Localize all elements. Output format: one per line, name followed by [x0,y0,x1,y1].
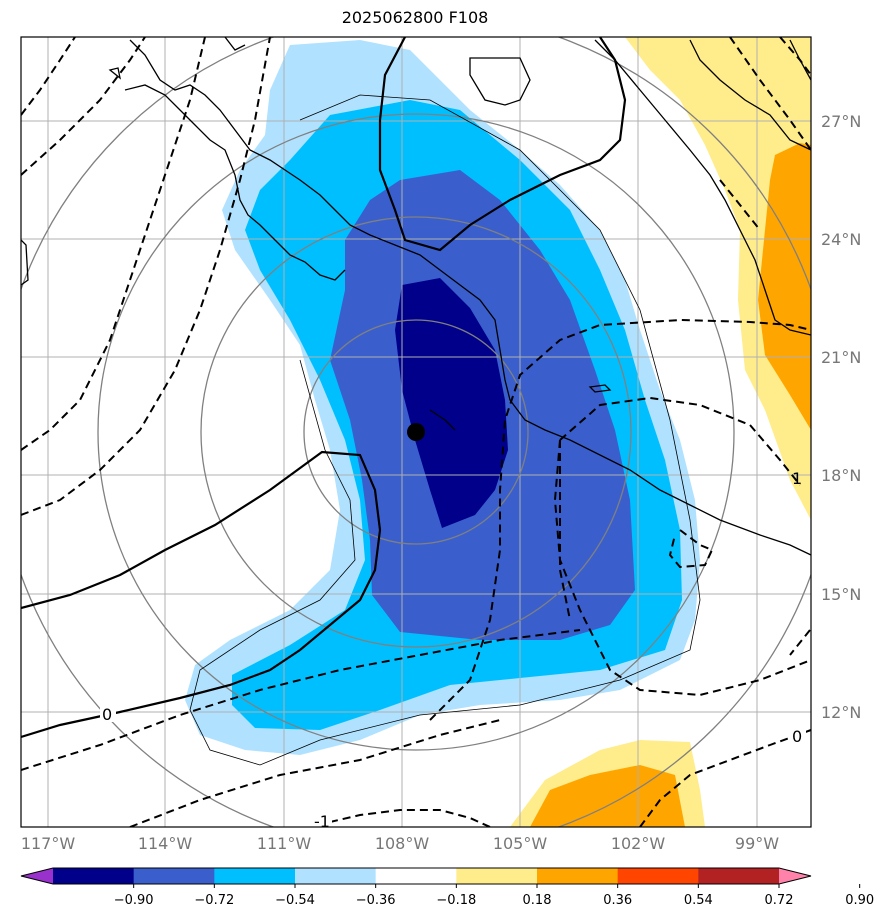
contour-label-zero-west: 0 [102,705,112,724]
colorbar-tick-label: −0.18 [436,893,476,908]
colorbar: −0.90 −0.72 −0.54 −0.36 −0.18 0.18 0.36 0.54 0.7… [21,868,874,908]
colorbar-tick-label: 0.18 [523,893,552,908]
colorbar-tick-label: −0.72 [194,893,234,908]
colorbar-segment [53,868,134,884]
lat-label-21n: 21°N [821,348,861,367]
colorbar-segment [698,868,779,884]
colorbar-segment [537,868,618,884]
storm-center-marker [407,423,425,441]
lat-label-12n: 12°N [821,703,861,722]
colorbar-tick-label: 0.36 [603,893,632,908]
shade-orange-s [530,765,685,827]
lon-label-102w: 102°W [611,834,666,853]
colorbar-segment [134,868,215,884]
lon-label-114w: 114°W [138,834,193,853]
lon-label-105w: 105°W [493,834,548,853]
colorbar-segment [376,868,457,884]
latitude-axis: 27°N 24°N 21°N 18°N 15°N 12°N [821,112,861,722]
colorbar-segment [456,868,537,884]
colorbar-tick-label: −0.90 [114,893,154,908]
colorbar-segment [618,868,699,884]
contour-label-one: 1 [792,469,802,488]
lon-label-99w: 99°W [735,834,779,853]
contour-label-neg-one: -1 [314,812,330,831]
map-plot-area: 0 0 -1 1 [0,12,836,852]
lon-label-117w: 117°W [21,834,76,853]
colorbar-tick-label: 0.54 [684,893,713,908]
lat-label-18n: 18°N [821,466,861,485]
contour-label-zero-east: 0 [792,727,802,746]
colorbar-segment [295,868,376,884]
lon-label-108w: 108°W [375,834,430,853]
colorbar-extend-min [21,868,53,884]
colorbar-segment [214,868,295,884]
colorbar-tick-label: −0.36 [356,893,396,908]
colorbar-extend-max [779,868,811,884]
lat-label-24n: 24°N [821,230,861,249]
lat-label-27n: 27°N [821,112,861,131]
colorbar-tick-label: 0.90 [845,893,874,908]
longitude-axis: 117°W 114°W 111°W 108°W 105°W 102°W 99°W [21,834,779,853]
colorbar-tick-label: −0.54 [275,893,315,908]
colorbar-tick-label: 0.72 [765,893,794,908]
lon-label-111w: 111°W [257,834,312,853]
lat-label-15n: 15°N [821,585,861,604]
